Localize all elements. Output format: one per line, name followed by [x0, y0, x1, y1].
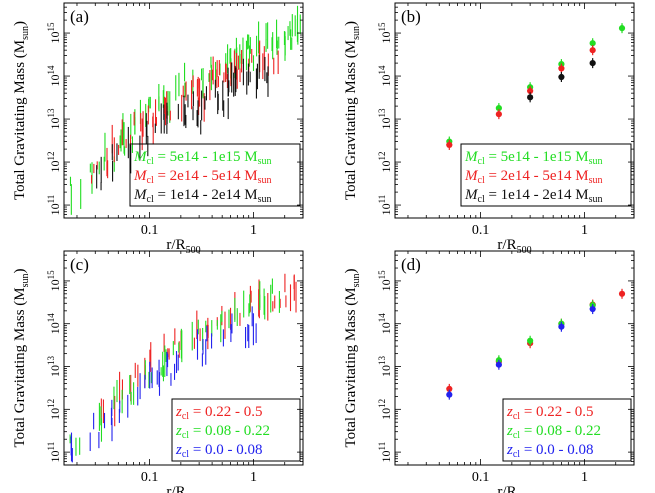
chart-0-ytick-label-3: 1014 — [46, 65, 62, 87]
chart-1-legend-entry-0: Mcl = 5e14 - 1e15 Msun — [464, 149, 602, 167]
chart-1-xtick-label-1: 1 — [581, 223, 588, 238]
chart-2-ytick-label-1: 1012 — [46, 399, 62, 420]
chart-3-series-2-point-2 — [558, 323, 565, 330]
chart-1-frame — [394, 2, 635, 219]
chart-2-ytick-label-0: 1011 — [46, 442, 62, 463]
chart-1-series-1-point-3 — [558, 65, 565, 72]
chart-0-legend-box — [129, 143, 301, 207]
chart-0-ylabel: Total Gravitating Mass (Msun) — [12, 21, 31, 200]
chart-3-xlabel: r/R500 — [497, 484, 531, 493]
chart-0-panel-label: (a) — [70, 7, 89, 26]
chart-1-legend-box — [460, 143, 632, 207]
chart-2-data — [69, 273, 297, 463]
chart-2-legend-box — [171, 398, 301, 462]
chart-0-ytick-label-2: 1013 — [46, 108, 62, 130]
chart-2-legend-entry-1: zcl = 0.08 - 0.22 — [175, 423, 270, 441]
chart-1-ylabel: Total Gravitating Mass (Msun) — [343, 21, 362, 200]
chart-2-legend-entry-2: zcl = 0.0 - 0.08 — [175, 442, 263, 460]
chart-1-series-2-point-2 — [589, 60, 596, 67]
chart-3-series-2-point-3 — [589, 305, 596, 313]
chart-0-ytick-label-0: 1011 — [46, 195, 62, 216]
chart-3-series-0-point-5 — [618, 290, 626, 297]
chart-3-series-0-point-0 — [446, 385, 453, 392]
chart-3-ytick-label-3: 1014 — [377, 313, 393, 335]
chart-2-ytick-label-2: 1013 — [46, 356, 62, 378]
chart-0-panel: 0.1 1 1011 1012 1013 1014 1015 (a) r/R500 Total G… — [12, 2, 304, 256]
chart-3-frame — [394, 250, 635, 466]
chart-2-xlabel: r/R500 — [166, 484, 200, 493]
chart-3-ytick-label-1: 1012 — [377, 399, 393, 420]
chart-2-legend-entry-0: zcl = 0.22 - 0.5 — [175, 404, 263, 422]
chart-1-series-1-point-2 — [527, 87, 534, 95]
chart-1-legend-entry-1: Mcl = 2e14 - 5e14 Msun — [464, 168, 602, 186]
chart-0-ytick-label-4: 1015 — [46, 22, 62, 44]
chart-1-series-1-point-4 — [589, 47, 596, 54]
chart-2-xtick-label-0: 0.1 — [141, 470, 159, 485]
chart-0-xlabel: r/R500 — [166, 237, 200, 256]
chart-1-series-0-point-1 — [495, 104, 502, 112]
chart-3-xtick-label-1: 1 — [581, 470, 588, 485]
chart-0-ytick-label-1: 1012 — [46, 152, 62, 173]
chart-2-ytick-label-3: 1014 — [46, 313, 62, 335]
chart-1-ytick-label-3: 1014 — [377, 65, 393, 87]
chart-1-series-0-point-4 — [589, 40, 596, 47]
chart-1-legend-entry-2: Mcl = 1e14 - 2e14 Msun — [464, 187, 602, 205]
chart-1-xlabel: r/R500 — [497, 237, 531, 256]
chart-3-series-2-point-0 — [446, 391, 453, 398]
chart-3-data — [446, 288, 626, 400]
chart-2-ylabel: Total Gravitating Mass (Msun) — [12, 268, 31, 447]
chart-1-ytick-label-2: 1013 — [377, 108, 393, 130]
chart-3-series-2-point-1 — [495, 361, 502, 368]
chart-2-panel: 0.1 1 1011 1012 1013 1014 1015 (c) r/R500 Total G… — [12, 250, 304, 493]
chart-3-legend-entry-1: zcl = 0.08 - 0.22 — [506, 423, 601, 441]
chart-1-series-2-point-1 — [558, 73, 565, 81]
chart-3-ytick-label-2: 1013 — [377, 356, 393, 378]
chart-3-panel-label: (d) — [401, 255, 421, 274]
chart-1-series-1-point-1 — [495, 111, 502, 118]
chart-0-legend-entry-2: Mcl = 1e14 - 2e14 Msun — [133, 187, 271, 205]
chart-3-panel: 0.1 1 1011 1012 1013 1014 1015 (d) r/R500 Total G… — [343, 250, 635, 493]
chart-3-legend-entry-0: zcl = 0.22 - 0.5 — [506, 404, 594, 422]
chart-1-xtick-label-0: 0.1 — [472, 223, 490, 238]
chart-2-frame — [63, 250, 304, 466]
chart-3-ylabel: Total Gravitating Mass (Msun) — [343, 268, 362, 447]
chart-1-series-0-point-5 — [618, 25, 626, 32]
chart-3-series-1-point-1 — [527, 337, 534, 344]
chart-2-panel-label: (c) — [70, 255, 89, 274]
chart-1-series-2-point-0 — [527, 94, 534, 101]
chart-2-ytick-label-4: 1015 — [46, 270, 62, 292]
chart-3-ytick-label-0: 1011 — [377, 442, 393, 463]
chart-3-xtick-label-0: 0.1 — [472, 470, 490, 485]
chart-1-series-1-point-0 — [446, 141, 453, 149]
chart-0-frame — [63, 2, 304, 219]
chart-3-ytick-label-4: 1015 — [377, 270, 393, 292]
chart-0-xtick-label-0: 0.1 — [141, 223, 159, 238]
chart-3-legend-box — [502, 398, 632, 462]
chart-3-legend-entry-2: zcl = 0.0 - 0.08 — [506, 442, 594, 460]
chart-1-ytick-label-4: 1015 — [377, 22, 393, 44]
chart-1-panel-label: (b) — [401, 7, 421, 26]
chart-1-ytick-label-1: 1012 — [377, 152, 393, 173]
chart-0-data — [69, 5, 301, 215]
chart-0-legend-entry-0: Mcl = 5e14 - 1e15 Msun — [133, 149, 271, 167]
chart-1-data — [446, 23, 626, 150]
chart-2-xtick-label-1: 1 — [250, 470, 257, 485]
chart-1-ytick-label-0: 1011 — [377, 195, 393, 216]
chart-0-xtick-label-1: 1 — [250, 223, 257, 238]
chart-1-panel: 0.1 1 1011 1012 1013 1014 1015 (b) r/R500 Total G… — [343, 2, 635, 256]
chart-0-legend-entry-1: Mcl = 2e14 - 5e14 Msun — [133, 168, 271, 186]
